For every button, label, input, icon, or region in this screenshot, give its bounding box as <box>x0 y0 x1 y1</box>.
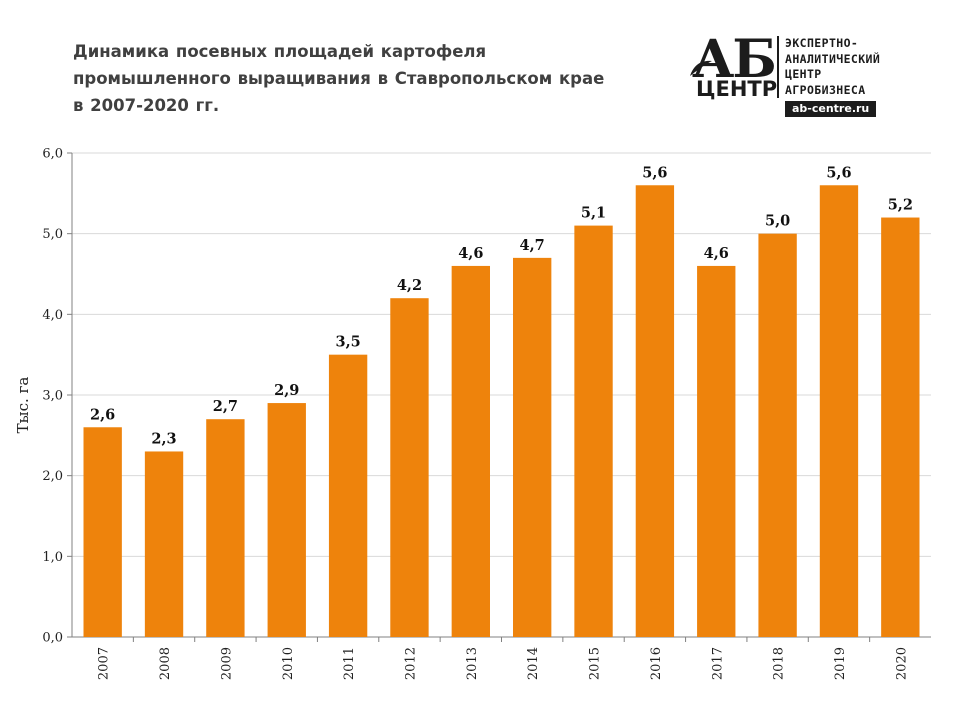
bar <box>635 185 675 637</box>
y-tick-label: 4,0 <box>42 308 63 323</box>
data-label: 2,9 <box>274 382 299 399</box>
bar <box>819 185 859 637</box>
data-label: 5,6 <box>826 164 851 181</box>
data-label: 2,3 <box>151 430 176 447</box>
x-tick-label: 2012 <box>403 647 418 680</box>
y-tick-label: 5,0 <box>42 227 63 242</box>
ab-centre-logo: АБ ЦЕНТР ЭКСПЕРТНО- АНАЛИТИЧЕСКИЙ ЦЕНТР … <box>688 34 934 122</box>
bar <box>83 427 122 637</box>
data-label: 5,6 <box>642 164 667 181</box>
x-tick-label: 2016 <box>649 647 664 680</box>
x-tick-label: 2009 <box>219 647 234 680</box>
org-line-2: АНАЛИТИЧЕСКИЙ <box>785 51 881 66</box>
logo-site-url: ab-centre.ru <box>785 101 877 117</box>
data-label: 4,2 <box>397 277 422 294</box>
data-label: 4,6 <box>458 245 483 262</box>
x-tick-label: 2007 <box>97 647 112 680</box>
x-tick-label: 2019 <box>833 647 848 680</box>
chart-title: Динамика посевных площадей картофеля про… <box>73 38 633 119</box>
logo-divider <box>777 36 779 98</box>
y-tick-label: 2,0 <box>42 469 63 484</box>
x-tick-label: 2011 <box>342 647 357 680</box>
x-tick-label: 2015 <box>588 647 603 680</box>
bar <box>513 257 552 637</box>
data-label: 5,2 <box>888 197 913 214</box>
data-label: 5,0 <box>765 213 790 230</box>
y-tick-label: 1,0 <box>42 550 63 565</box>
bar <box>451 265 490 637</box>
org-line-1: ЭКСПЕРТНО- <box>785 36 859 50</box>
x-tick-label: 2020 <box>894 647 909 680</box>
x-tick-label: 2014 <box>526 647 541 680</box>
x-tick-label: 2013 <box>465 647 480 680</box>
title-line-1: Динамика посевных площадей картофеля <box>73 42 487 61</box>
x-tick-label: 2010 <box>281 647 296 680</box>
title-line-3: в 2007-2020 гг. <box>73 96 220 115</box>
data-label: 2,7 <box>213 398 238 415</box>
x-tick-label: 2018 <box>772 647 787 680</box>
x-tick-label: 2017 <box>710 647 725 680</box>
logo-mark-subtitle: ЦЕНТР <box>696 77 778 101</box>
title-line-2: промышленного выращивания в Ставропольск… <box>73 69 605 88</box>
logo-org-name: ЭКСПЕРТНО- АНАЛИТИЧЕСКИЙ ЦЕНТР АГРОБИЗНЕ… <box>785 36 935 98</box>
data-label: 4,6 <box>704 245 729 262</box>
data-label: 3,5 <box>335 334 360 351</box>
data-label: 5,1 <box>581 205 606 222</box>
bar <box>267 403 306 637</box>
x-tick-label: 2008 <box>158 647 173 680</box>
bar <box>144 451 184 637</box>
org-line-4: АГРОБИЗНЕСА <box>785 82 866 97</box>
bar <box>697 265 736 637</box>
y-tick-label: 0,0 <box>42 631 63 646</box>
y-tick-label: 6,0 <box>42 147 63 162</box>
bar <box>206 419 245 637</box>
y-tick-label: 3,0 <box>42 389 63 404</box>
data-label: 2,6 <box>90 406 115 423</box>
logo-mark: АБ <box>692 29 777 90</box>
bar <box>574 225 613 637</box>
org-line-3: ЦЕНТР <box>785 67 822 81</box>
leaf-icon <box>688 58 714 83</box>
bar <box>881 217 920 638</box>
y-axis-label: Тыс. га <box>14 377 32 434</box>
bar <box>758 233 797 637</box>
data-label: 4,7 <box>520 237 545 254</box>
bar <box>390 298 429 637</box>
bar <box>328 354 368 637</box>
